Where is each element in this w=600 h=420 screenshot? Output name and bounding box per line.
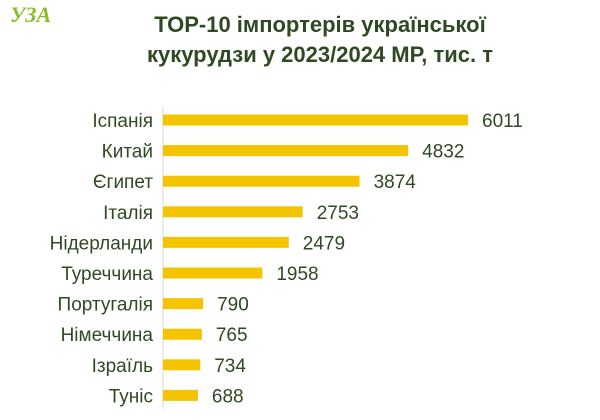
value-label: 2479	[303, 233, 345, 254]
bar	[163, 359, 201, 371]
bar	[163, 236, 289, 248]
svg-text:УЗА: УЗА	[10, 2, 51, 27]
value-label: 2753	[317, 203, 359, 224]
category-label: Португалія	[58, 295, 153, 316]
bar	[163, 206, 303, 218]
chart-title: ТОР-10 імпортерів української кукурудзи …	[60, 10, 580, 70]
value-label: 790	[217, 295, 249, 316]
value-label: 4832	[422, 142, 464, 163]
category-label: Італія	[103, 203, 153, 224]
category-label: Німеччина	[61, 325, 154, 346]
value-label: 1958	[276, 264, 318, 285]
bar	[163, 298, 204, 310]
bar	[163, 114, 468, 126]
category-label: Китай	[102, 142, 153, 163]
value-label: 734	[214, 356, 246, 377]
bar	[163, 389, 198, 401]
bar	[163, 175, 360, 187]
bar	[163, 328, 202, 340]
value-label: 6011	[482, 111, 523, 132]
uza-logo: УЗА	[10, 2, 51, 27]
value-label: 688	[212, 386, 244, 407]
category-label: Єгипет	[93, 172, 153, 193]
category-label: Нідерланди	[50, 233, 153, 254]
value-label: 3874	[374, 172, 417, 193]
category-label: Ізраїль	[92, 356, 153, 377]
category-label: Іспанія	[92, 111, 153, 132]
category-label: Туніс	[109, 386, 153, 407]
value-label: 765	[216, 325, 248, 346]
category-label: Туреччина	[61, 264, 153, 285]
chart-title-line-1: ТОР-10 імпортерів української	[154, 12, 486, 37]
chart-title-line-2: кукурудзи у 2023/2024 МР, тис. т	[146, 42, 494, 67]
bar	[163, 267, 263, 279]
bar	[163, 145, 409, 157]
